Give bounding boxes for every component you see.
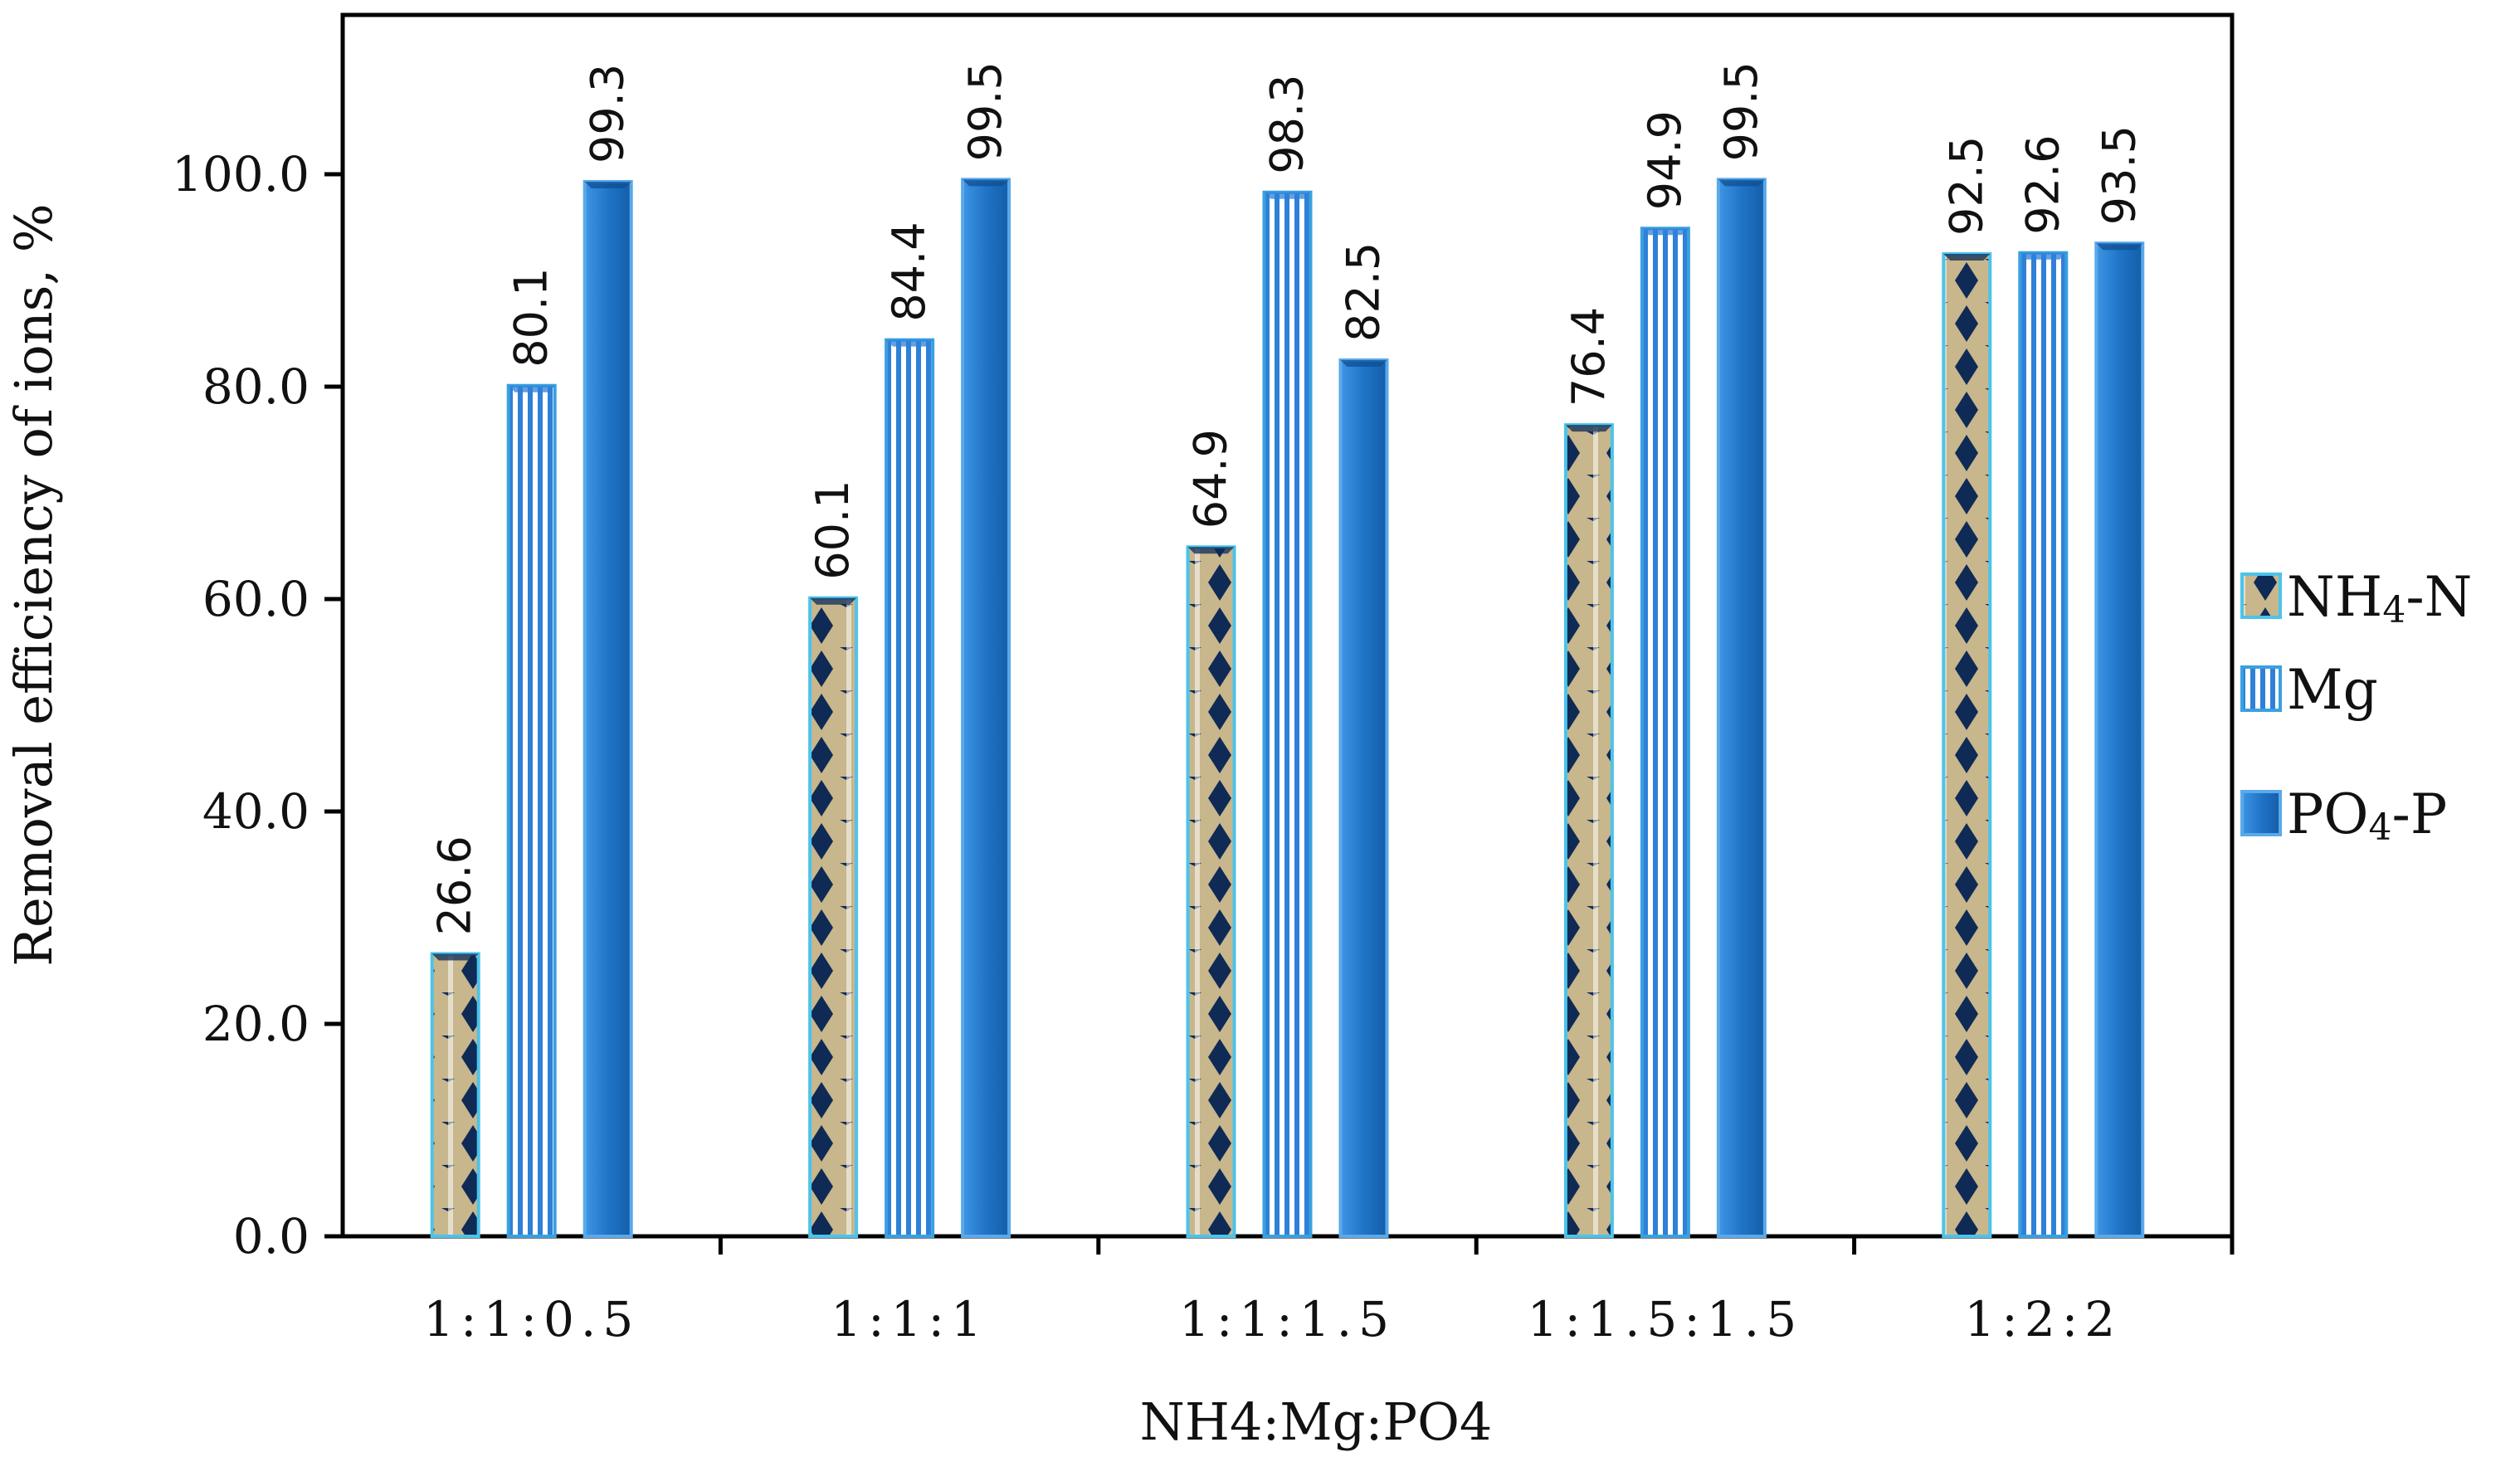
bar-nh4-n-4	[1563, 423, 1614, 1238]
y-tick-label: 0.0	[233, 1208, 310, 1265]
data-label-mg: 98.3	[1261, 75, 1314, 174]
bar-cap	[431, 953, 479, 961]
bar-nh4-n-3	[1186, 545, 1236, 1238]
data-label-nh4-n: 60.1	[807, 480, 859, 579]
bar-po4-p-3	[1338, 358, 1389, 1238]
legend: NH4-N Mg PO4-P	[2240, 565, 2472, 849]
y-tick-label: 80.0	[202, 358, 310, 415]
bar-po4-p-1	[582, 179, 633, 1239]
bar-nh4-n-1	[430, 952, 480, 1239]
legend-label-po4-p: PO4-P	[2287, 782, 2447, 849]
bar-mg-3	[1262, 190, 1313, 1238]
bar-mg-5	[2018, 251, 2069, 1239]
x-axis-title: NH4:Mg:PO4	[1140, 1391, 1493, 1452]
x-tick-label: 1:1:1.5	[1179, 1291, 1396, 1347]
bar-mg-1	[506, 383, 557, 1239]
bar-cap	[1187, 547, 1235, 554]
y-tick-label: 40.0	[202, 783, 310, 840]
legend-swatch-mg	[2240, 665, 2282, 712]
bar-nh4-n-5	[1942, 252, 1992, 1238]
legend-swatch-po4-p	[2240, 790, 2282, 836]
x-tick-label: 1:1:0.5	[423, 1291, 640, 1347]
data-label-po4-p: 93.5	[2093, 125, 2145, 225]
legend-label-mg: Mg	[2287, 658, 2378, 722]
bar-mg-2	[885, 338, 935, 1238]
bar-cap	[1340, 360, 1387, 367]
data-label-po4-p: 99.3	[582, 64, 634, 163]
bar-po4-p-4	[1716, 178, 1767, 1238]
bar-cap	[2020, 252, 2067, 260]
data-label-nh4-n: 64.9	[1185, 429, 1237, 529]
y-tick-label: 100.0	[172, 146, 310, 202]
bar-cap	[963, 179, 1010, 187]
data-label-po4-p: 82.5	[1338, 242, 1390, 342]
bars	[430, 178, 2145, 1239]
bar-mg-4	[1640, 227, 1690, 1238]
data-label-mg: 84.4	[883, 222, 935, 321]
bar-cap	[1565, 425, 1612, 432]
bar-cap	[584, 181, 631, 188]
bar-cap	[1641, 228, 1689, 236]
x-tick-label: 1:1:1	[831, 1291, 988, 1347]
bar-nh4-n-2	[808, 596, 859, 1238]
bar-cap	[1718, 179, 1765, 187]
y-tick-label: 20.0	[202, 996, 310, 1052]
legend-swatch-nh4-n	[2240, 573, 2282, 619]
data-label-mg: 94.9	[1639, 110, 1691, 210]
data-label-po4-p: 99.5	[959, 61, 1011, 161]
bar-cap	[810, 597, 857, 605]
data-label-nh4-n: 92.5	[1940, 136, 1992, 236]
y-tick-label: 60.0	[202, 571, 310, 627]
bar-cap	[508, 385, 555, 392]
bar-po4-p-2	[961, 178, 1011, 1238]
data-label-nh4-n: 76.4	[1562, 307, 1615, 407]
data-labels: 26.6 60.1 64.9 76.4 92.5 80.1 84.4 98.3 94.9 92.6…	[429, 61, 2146, 935]
y-axis-title: Removal efficiency of ions, %	[3, 203, 64, 966]
data-label-mg: 92.6	[2016, 134, 2069, 234]
axes: 0.0 20.0 40.0 60.0 80.0 100.0 1:1:0.5 1:1:1 1:1:…	[172, 12, 2235, 1347]
bar-cap	[1943, 254, 1991, 261]
bar-cap	[1264, 192, 1311, 199]
x-tick-label: 1:1.5:1.5	[1528, 1291, 1803, 1347]
legend-label-nh4-n: NH4-N	[2287, 565, 2472, 631]
bar-cap	[2096, 243, 2143, 251]
bar-po4-p-5	[2094, 241, 2145, 1239]
x-tick-label: 1:2:2	[1964, 1291, 2122, 1347]
data-label-nh4-n: 26.6	[429, 836, 481, 935]
bar-cap	[886, 339, 933, 347]
data-label-po4-p: 99.5	[1715, 61, 1767, 161]
data-label-mg: 80.1	[505, 267, 558, 367]
